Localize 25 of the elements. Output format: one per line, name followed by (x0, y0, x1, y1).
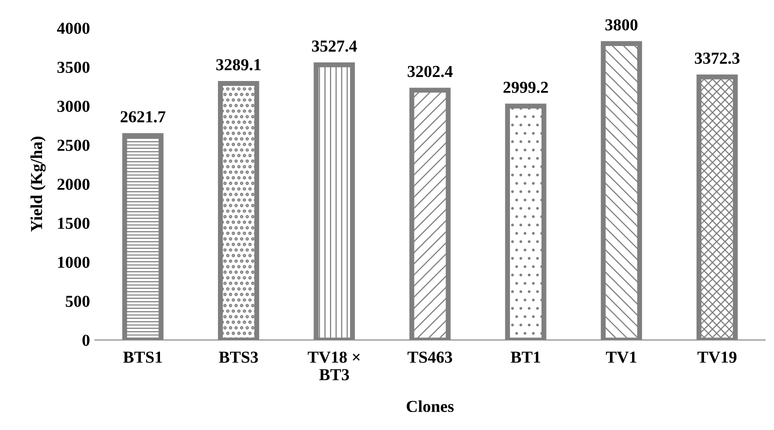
x-tick-label: BTS1 (123, 352, 162, 363)
y-tick-label: 3000 (57, 100, 90, 112)
y-tick-label: 500 (66, 296, 90, 307)
x-axis-title: Clones (406, 400, 454, 412)
data-label: 2621.7 (120, 111, 166, 122)
y-tick-label: 0 (82, 334, 90, 346)
y-tick-label: 2000 (58, 178, 90, 190)
y-tick-label: 3500 (57, 62, 90, 73)
data-label: 3202.4 (408, 66, 453, 78)
y-tick-label: 4000 (57, 22, 90, 34)
x-tick-label: TV19 (697, 352, 736, 363)
y-tick-label: 1500 (58, 218, 90, 229)
y-axis-title: Yield (Kg/ha) (30, 136, 46, 232)
x-tick-label: TV18 × BT3 (308, 352, 360, 380)
x-tick-label: TV1 (606, 352, 636, 363)
data-label: 3372.3 (694, 52, 740, 64)
data-label: 3800 (605, 19, 638, 30)
data-label: 2999.2 (504, 82, 548, 94)
x-tick-label: TS463 (408, 352, 452, 363)
data-label: 3527.4 (312, 40, 357, 52)
x-tick-label: BTS3 (218, 352, 258, 363)
data-label: 3289.1 (216, 59, 261, 70)
x-tick-label: BT1 (510, 352, 540, 363)
y-tick-label: 1000 (58, 256, 90, 268)
y-tick-label: 2500 (58, 140, 90, 151)
